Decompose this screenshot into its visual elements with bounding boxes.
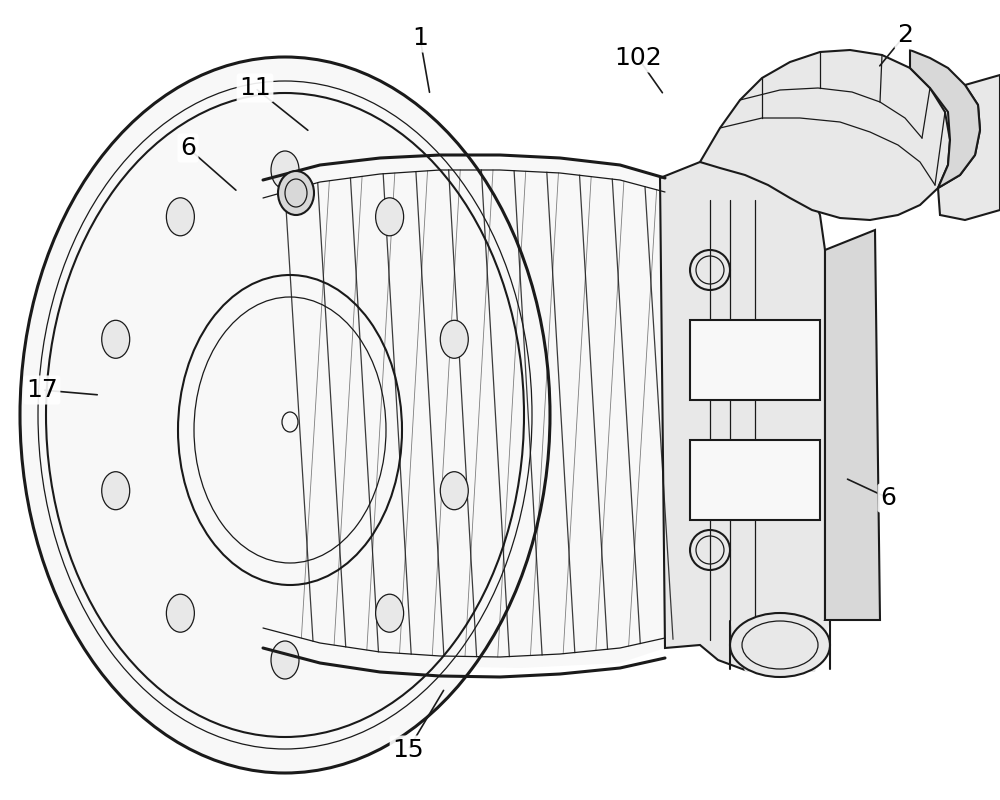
- Ellipse shape: [440, 472, 468, 510]
- Text: 6: 6: [880, 486, 896, 510]
- Ellipse shape: [178, 275, 402, 585]
- Text: 102: 102: [614, 46, 662, 70]
- Polygon shape: [700, 50, 950, 220]
- Polygon shape: [263, 158, 665, 668]
- Ellipse shape: [376, 594, 404, 632]
- Ellipse shape: [271, 641, 299, 679]
- Polygon shape: [730, 621, 830, 672]
- Text: 17: 17: [26, 378, 58, 402]
- Ellipse shape: [166, 198, 194, 236]
- Ellipse shape: [376, 198, 404, 236]
- Polygon shape: [690, 440, 820, 520]
- Polygon shape: [690, 320, 820, 400]
- Ellipse shape: [440, 320, 468, 358]
- Text: 11: 11: [239, 76, 271, 100]
- Ellipse shape: [102, 472, 130, 510]
- Polygon shape: [938, 75, 1000, 220]
- Polygon shape: [910, 50, 980, 188]
- Ellipse shape: [271, 151, 299, 189]
- Text: 1: 1: [412, 26, 428, 50]
- Ellipse shape: [102, 320, 130, 358]
- Ellipse shape: [278, 171, 314, 215]
- Polygon shape: [660, 158, 825, 672]
- Ellipse shape: [730, 613, 830, 677]
- Ellipse shape: [166, 594, 194, 632]
- Ellipse shape: [20, 57, 550, 773]
- Text: 2: 2: [897, 23, 913, 47]
- Polygon shape: [825, 230, 880, 620]
- Text: 6: 6: [180, 136, 196, 160]
- Text: 15: 15: [392, 738, 424, 762]
